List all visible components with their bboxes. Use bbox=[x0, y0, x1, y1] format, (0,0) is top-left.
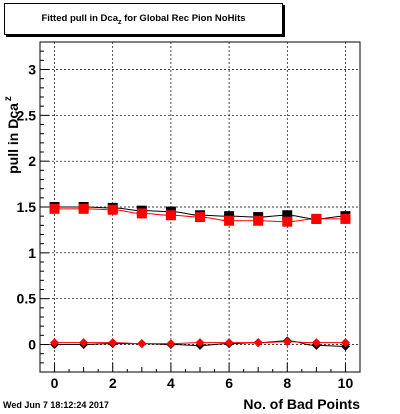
data-point-diamond bbox=[224, 338, 234, 348]
chart-title: Fitted pull in Dcaz for Global Rec Pion … bbox=[41, 13, 245, 26]
data-point-square bbox=[49, 203, 60, 214]
x-tick-label: 10 bbox=[338, 375, 354, 391]
x-tick-label: 2 bbox=[109, 375, 117, 391]
chart-title-box: Fitted pull in Dcaz for Global Rec Pion … bbox=[4, 3, 283, 35]
y-tick-label: 1 bbox=[28, 245, 36, 261]
y-tick-label: 2.5 bbox=[17, 107, 37, 123]
data-point-square bbox=[282, 210, 293, 221]
data-series bbox=[49, 202, 351, 351]
data-point-diamond bbox=[311, 338, 321, 348]
data-point-diamond bbox=[108, 338, 118, 348]
data-point-square bbox=[195, 212, 205, 223]
x-tick-label: 0 bbox=[51, 375, 59, 391]
y-tick-label: 0 bbox=[28, 337, 36, 353]
y-tick-label: 0.5 bbox=[17, 291, 37, 307]
y-axis-title-subscript: z bbox=[3, 96, 14, 101]
y-axis-title: pull in Dca z bbox=[3, 96, 21, 174]
chart-title-prefix: Fitted pull in Dca bbox=[41, 12, 118, 24]
chart-title-subscript: z bbox=[117, 18, 122, 26]
data-point-diamond bbox=[79, 338, 89, 348]
data-point-diamond bbox=[340, 338, 350, 348]
data-point-square bbox=[107, 204, 118, 215]
series-1 bbox=[49, 203, 351, 227]
x-tick-label: 4 bbox=[167, 375, 175, 391]
data-point-square bbox=[253, 215, 264, 226]
data-point-square bbox=[311, 213, 322, 224]
data-point-square bbox=[340, 213, 351, 224]
data-point-square bbox=[224, 215, 235, 226]
x-tick-label: 6 bbox=[225, 375, 233, 391]
y-axis-title-main: pull in Dca bbox=[5, 103, 21, 174]
y-tick-label: 1.5 bbox=[17, 199, 37, 215]
data-point-diamond bbox=[166, 339, 176, 349]
data-point-diamond bbox=[137, 339, 147, 349]
chart-title-suffix: for Global Rec Pion NoHits bbox=[121, 12, 246, 24]
y-tick-label: 3 bbox=[28, 62, 36, 78]
series-3 bbox=[50, 337, 350, 349]
y-tick-label: 2 bbox=[28, 153, 36, 169]
data-point-square bbox=[136, 208, 147, 219]
data-point-diamond bbox=[195, 338, 205, 348]
x-axis-title: No. of Bad Points bbox=[243, 396, 360, 412]
data-point-square bbox=[78, 203, 89, 214]
footer-timestamp: Wed Jun 7 18:12:24 2017 bbox=[3, 400, 109, 410]
data-point-diamond bbox=[282, 337, 292, 347]
data-point-diamond bbox=[50, 338, 60, 348]
axes: 0 2 4 6 8 10 0 0.5 1 1.5 2 2.5 3 bbox=[17, 41, 361, 391]
data-point-square bbox=[165, 210, 176, 221]
data-point-square bbox=[282, 216, 293, 227]
x-tick-label: 8 bbox=[283, 375, 291, 391]
data-point-diamond bbox=[253, 338, 263, 348]
